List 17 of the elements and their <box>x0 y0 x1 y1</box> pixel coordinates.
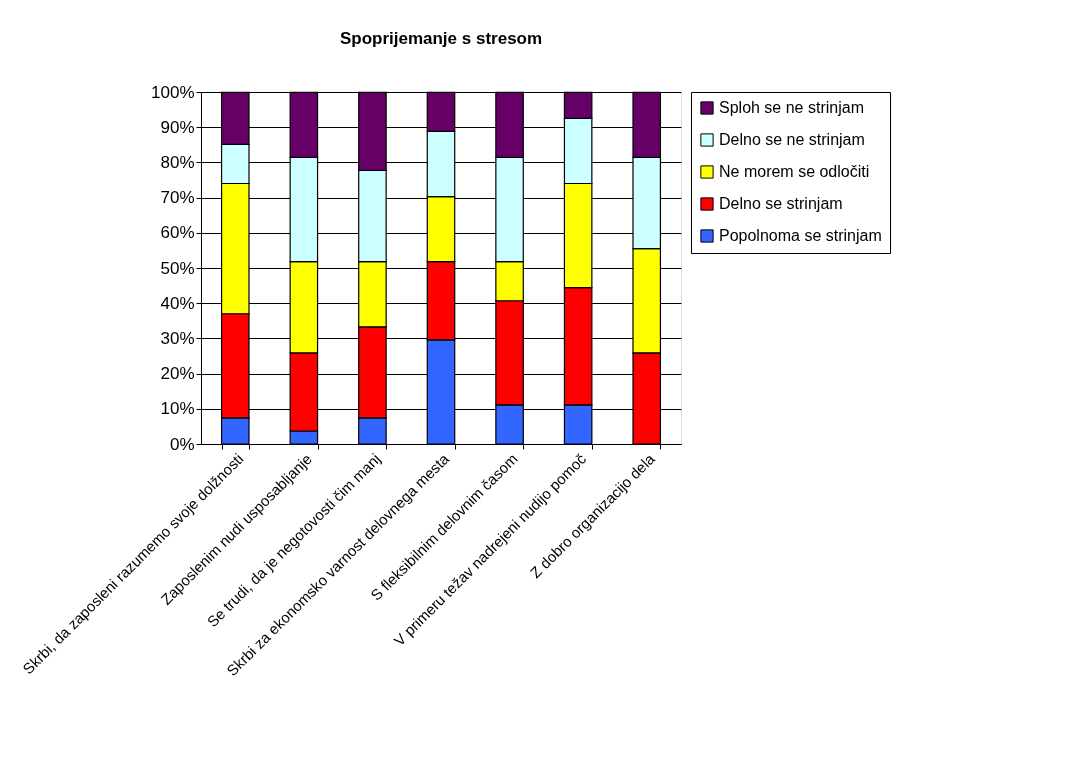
y-tick-label: 50% <box>160 258 195 278</box>
y-tick-label: 20% <box>160 364 195 384</box>
y-tick-label: 30% <box>160 328 195 348</box>
y-tick-label: 40% <box>160 293 195 313</box>
legend-label: Ne morem se odločiti <box>719 163 870 180</box>
y-tick-label: 10% <box>160 399 195 419</box>
y-tick-label: 100% <box>151 82 195 102</box>
chart-title: Spoprijemanje s stresom <box>339 29 543 48</box>
y-tick-label: 0% <box>169 434 195 454</box>
y-tick-label: 90% <box>160 117 195 137</box>
y-tick-label: 70% <box>160 188 195 208</box>
legend-label: Sploh se ne strinjam <box>719 99 864 116</box>
y-tick-label: 60% <box>160 223 195 243</box>
legend-label: Popolnoma se strinjam <box>719 227 882 244</box>
legend-label: Delno se strinjam <box>719 195 843 212</box>
y-tick-label: 80% <box>160 152 195 172</box>
legend-label: Delno se ne strinjam <box>719 131 865 148</box>
